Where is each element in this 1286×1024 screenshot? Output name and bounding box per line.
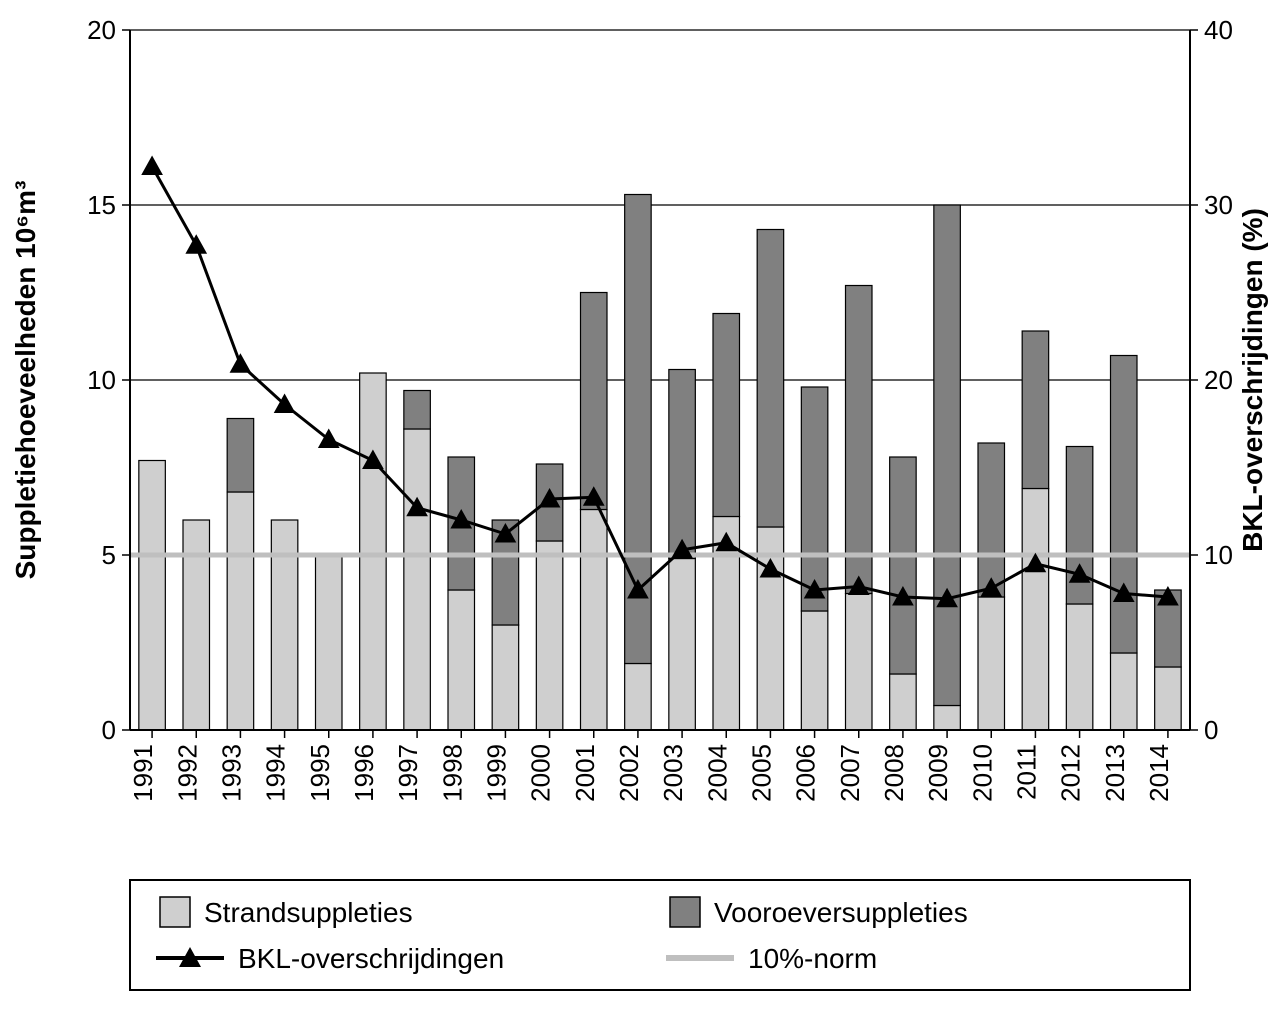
xtick-label: 2010 <box>967 744 997 802</box>
xtick-label: 1997 <box>393 744 423 802</box>
bar-vooroever <box>846 286 873 594</box>
ytick-right: 20 <box>1204 365 1233 395</box>
xtick-label: 1996 <box>349 744 379 802</box>
bar-strand <box>890 674 917 730</box>
chart-container: 0510152001020304019911992199319941995199… <box>0 0 1286 1024</box>
bar-vooroever <box>227 419 254 493</box>
xtick-label: 1994 <box>261 744 291 802</box>
y-axis-right-label: BKL-overschrijdingen (%) <box>1237 208 1268 552</box>
ytick-left: 10 <box>87 365 116 395</box>
bar-vooroever <box>801 387 828 611</box>
bar-strand <box>183 520 210 730</box>
ytick-right: 40 <box>1204 15 1233 45</box>
xtick-label: 2004 <box>702 744 732 802</box>
xtick-label: 1999 <box>481 744 511 802</box>
bar-strand <box>1111 653 1138 730</box>
bar-vooroever <box>1111 356 1138 654</box>
bar-strand <box>536 541 563 730</box>
xtick-label: 2013 <box>1100 744 1130 802</box>
xtick-label: 2012 <box>1056 744 1086 802</box>
xtick-label: 2006 <box>791 744 821 802</box>
legend-label: Strandsuppleties <box>204 897 413 928</box>
legend-label: 10%-norm <box>748 943 877 974</box>
bar-vooroever <box>581 293 608 510</box>
bar-strand <box>271 520 298 730</box>
xtick-label: 1991 <box>128 744 158 802</box>
bar-strand <box>934 706 961 731</box>
legend-item: Vooroeversuppleties <box>670 897 968 928</box>
xtick-label: 2002 <box>614 744 644 802</box>
xtick-label: 2000 <box>526 744 556 802</box>
ytick-left: 15 <box>87 190 116 220</box>
xtick-label: 2014 <box>1144 744 1174 802</box>
bar-strand <box>625 664 652 731</box>
bar-vooroever <box>713 314 740 517</box>
chart-svg: 0510152001020304019911992199319941995199… <box>0 0 1286 1024</box>
bar-vooroever <box>757 230 784 528</box>
ytick-right: 30 <box>1204 190 1233 220</box>
bar-strand <box>139 461 166 731</box>
ytick-right: 10 <box>1204 540 1233 570</box>
ytick-right: 0 <box>1204 715 1218 745</box>
y-axis-left-label: Suppletiehoeveelheden 10⁶m³ <box>10 181 41 580</box>
bar-vooroever <box>1022 331 1049 489</box>
bar-strand <box>801 611 828 730</box>
bar-strand <box>846 594 873 731</box>
xtick-label: 2005 <box>746 744 776 802</box>
bar-vooroever <box>934 205 961 706</box>
bar-strand <box>669 559 696 731</box>
xtick-label: 1993 <box>216 744 246 802</box>
bar-strand <box>1066 604 1093 730</box>
bar-strand <box>316 555 343 730</box>
legend-label: Vooroeversuppleties <box>714 897 968 928</box>
bar-strand <box>404 429 431 730</box>
xtick-label: 1992 <box>172 744 202 802</box>
bar-strand <box>1155 667 1182 730</box>
bar-strand <box>581 510 608 731</box>
xtick-label: 1998 <box>437 744 467 802</box>
bar-strand <box>227 492 254 730</box>
bar-strand <box>360 373 387 730</box>
xtick-label: 2003 <box>658 744 688 802</box>
ytick-left: 0 <box>102 715 116 745</box>
xtick-label: 1995 <box>305 744 335 802</box>
legend-label: BKL-overschrijdingen <box>238 943 504 974</box>
bar-vooroever <box>890 457 917 674</box>
xtick-label: 2007 <box>835 744 865 802</box>
bar-strand <box>492 625 518 730</box>
ytick-left: 20 <box>87 15 116 45</box>
bar-vooroever <box>404 391 431 430</box>
ytick-left: 5 <box>102 540 116 570</box>
xtick-label: 2008 <box>879 744 909 802</box>
xtick-label: 2001 <box>570 744 600 802</box>
xtick-label: 2011 <box>1011 744 1041 800</box>
bar-strand <box>1022 489 1049 731</box>
bar-vooroever <box>669 370 696 559</box>
xtick-label: 2009 <box>923 744 953 802</box>
bar-vooroever <box>978 443 1005 597</box>
bar-strand <box>978 597 1005 730</box>
bar-strand <box>448 590 475 730</box>
